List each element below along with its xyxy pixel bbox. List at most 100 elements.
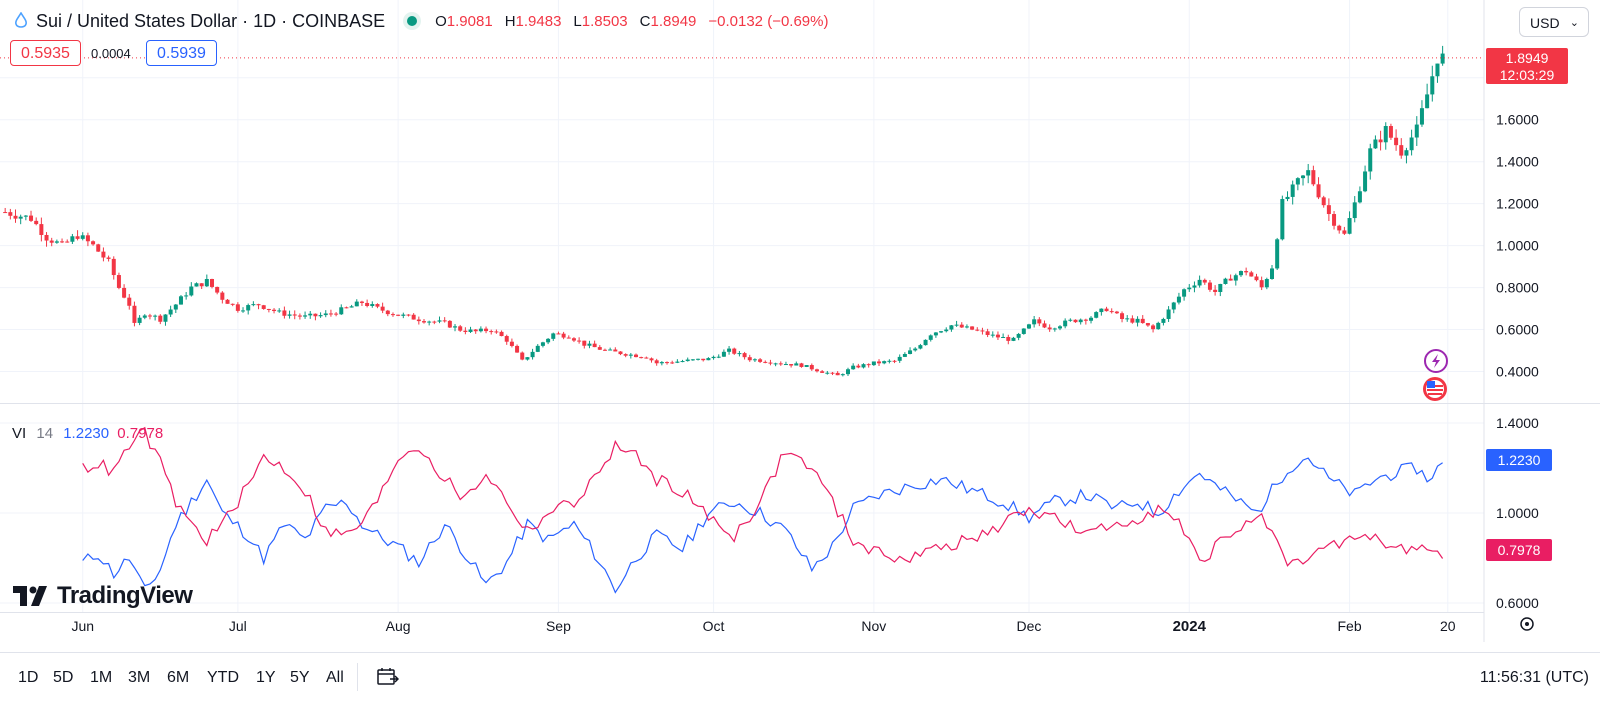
buy-price-button[interactable]: 0.5939: [146, 40, 217, 66]
candle-body: [23, 215, 28, 217]
timeframe-3m[interactable]: 3M: [128, 669, 151, 686]
candle-body: [1032, 319, 1037, 325]
candle-body: [349, 306, 354, 308]
event-lightning-icon[interactable]: [1423, 348, 1449, 374]
candle-body: [825, 372, 830, 374]
candle-body: [1037, 319, 1042, 324]
vi-tick-label: 1.0000: [1496, 505, 1539, 521]
timeframe-ytd[interactable]: YTD: [207, 669, 239, 686]
bottom-toolbar: 1D 5D 1M 3M 6M YTD 1Y 5Y All 11:56:31 (U…: [0, 652, 1600, 702]
timeframe-1d[interactable]: 1D: [18, 669, 39, 686]
candle-body: [1058, 326, 1062, 329]
timeframe-1y[interactable]: 1Y: [256, 669, 276, 686]
candle-body: [266, 308, 271, 310]
candle-body: [8, 212, 13, 216]
candle-body: [365, 302, 370, 306]
candle-body: [1378, 139, 1383, 143]
candle-body: [277, 310, 282, 312]
candle-body: [390, 314, 395, 316]
sell-price-button[interactable]: 0.5935: [10, 40, 81, 66]
candle-body: [1166, 309, 1171, 319]
us-flag-event-icon[interactable]: [1420, 376, 1450, 402]
candle-body: [944, 329, 949, 332]
candle-body: [794, 363, 799, 366]
candle-body: [670, 362, 675, 364]
candle-body: [1026, 324, 1031, 329]
candle-body: [235, 304, 240, 311]
candle-series[interactable]: [0, 45, 1484, 377]
candle-body: [96, 244, 101, 252]
candle-body: [1063, 320, 1068, 327]
candle-body: [623, 354, 628, 356]
candle-body: [515, 345, 520, 353]
candle-body: [897, 356, 902, 361]
candle-body: [147, 315, 152, 317]
candle-body: [830, 372, 835, 374]
candle-body: [597, 347, 602, 350]
candle-body: [592, 343, 597, 348]
candle-body: [256, 304, 261, 306]
candle-body: [49, 240, 54, 243]
settings-gear-icon[interactable]: [1520, 617, 1534, 631]
candle-body: [1140, 318, 1145, 324]
candle-body: [225, 299, 230, 304]
candle-body: [530, 351, 535, 358]
calendar-range-icon[interactable]: [375, 665, 399, 689]
candle-body: [1440, 53, 1445, 64]
candle-body: [220, 292, 225, 300]
candle-body: [577, 340, 582, 342]
candle-body: [959, 324, 964, 328]
candle-body: [339, 307, 344, 315]
candle-body: [1089, 317, 1094, 321]
candle-body: [789, 364, 794, 366]
candle-body: [1161, 318, 1166, 323]
candle-body: [985, 331, 990, 335]
candle-body: [737, 353, 742, 355]
candle-body: [551, 333, 556, 339]
last-price-value: 1.8949: [1505, 50, 1549, 66]
candle-body: [1259, 280, 1264, 288]
candle-body: [1182, 289, 1187, 297]
candle-body: [287, 314, 292, 316]
price-tick-label: 1.0000: [1496, 238, 1539, 254]
candle-body: [18, 216, 23, 219]
price-tick-label: 1.4000: [1496, 154, 1539, 170]
candle-body: [1409, 137, 1414, 151]
vi-pane[interactable]: [82, 426, 1444, 594]
timeframe-5y[interactable]: 5Y: [290, 669, 310, 686]
candle-body: [101, 251, 106, 258]
candle-body: [473, 329, 478, 332]
utc-clock[interactable]: 11:56:31 (UTC): [1479, 669, 1589, 686]
timeframe-all[interactable]: All: [326, 669, 344, 686]
vi-tick-label: 0.6000: [1496, 595, 1539, 611]
candle-body: [1419, 108, 1424, 125]
vi-minus-tag: 0.7978: [1486, 539, 1552, 561]
candle-body: [158, 315, 163, 322]
last-price-tag: 1.8949 12:03:29: [1486, 48, 1568, 84]
candle-body: [525, 357, 530, 360]
candle-body: [1388, 126, 1393, 138]
candle-body: [954, 324, 959, 326]
candle-body: [758, 359, 763, 362]
timeframe-6m[interactable]: 6M: [167, 669, 190, 686]
tradingview-logo[interactable]: TradingView: [13, 582, 193, 610]
candle-body: [1295, 178, 1300, 185]
candle-body: [401, 314, 406, 316]
candle-body: [1192, 285, 1197, 288]
timeframe-5d[interactable]: 5D: [53, 669, 74, 686]
candle-body: [856, 365, 861, 368]
candle-body: [887, 360, 892, 362]
candle-body: [892, 360, 897, 362]
candle-body: [608, 349, 613, 351]
sui-logo-icon: [15, 12, 27, 28]
candle-body: [463, 330, 468, 332]
currency-select[interactable]: USD ⌄: [1519, 7, 1589, 37]
market-status-icon[interactable]: [407, 16, 418, 26]
symbol-title[interactable]: Sui / United States Dollar · 1D · COINBA…: [36, 10, 386, 31]
candle-body: [939, 331, 944, 333]
candle-body: [194, 283, 199, 287]
price-tick-label: 0.6000: [1496, 322, 1539, 338]
vi-legend[interactable]: VI 14 1.2230 0.7978: [12, 425, 163, 442]
timeframe-1m[interactable]: 1M: [90, 669, 113, 686]
